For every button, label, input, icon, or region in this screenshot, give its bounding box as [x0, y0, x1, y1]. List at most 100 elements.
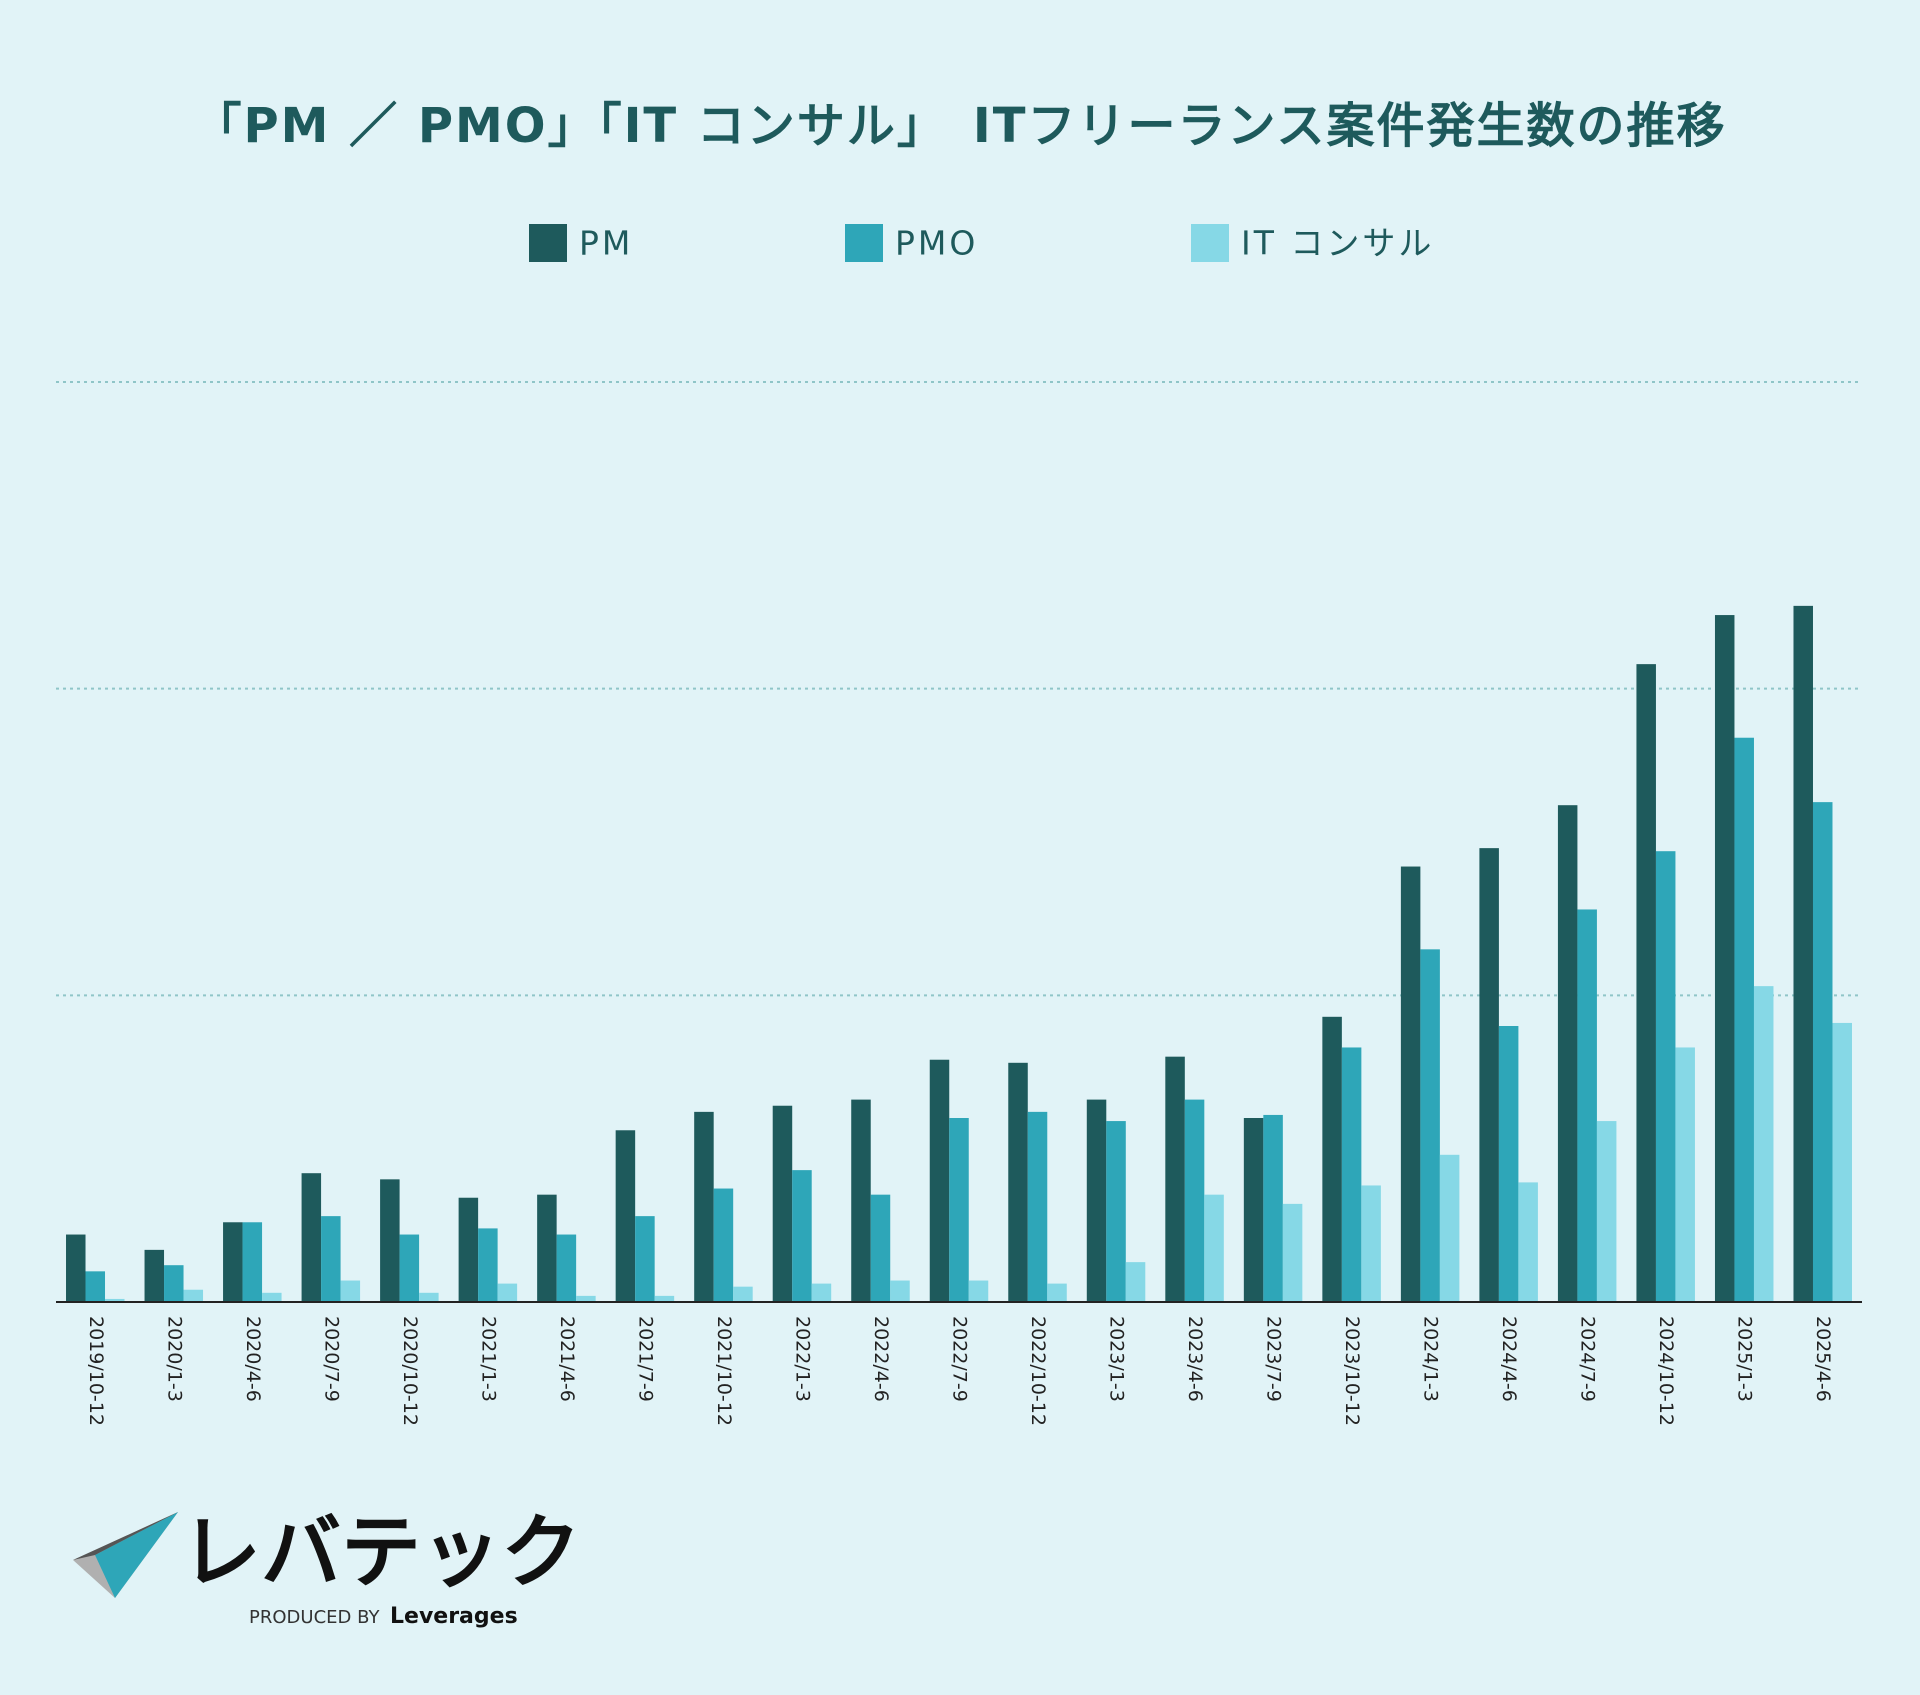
- x-tick-label: 2023/10-12: [1341, 1316, 1363, 1426]
- bar: [1498, 1026, 1519, 1302]
- bar: [85, 1271, 106, 1302]
- x-tick-label: 2023/1-3: [1106, 1316, 1128, 1402]
- x-tick-label: 2020/4-6: [242, 1316, 264, 1402]
- x-tick-label: 2022/4-6: [870, 1316, 892, 1402]
- bar: [1341, 1047, 1362, 1302]
- bar: [144, 1249, 165, 1302]
- x-tick-label: 2024/7-9: [1577, 1316, 1599, 1402]
- legend-swatch: [1191, 224, 1229, 262]
- bar: [1184, 1099, 1205, 1302]
- bar: [242, 1222, 263, 1302]
- bar: [1106, 1121, 1126, 1302]
- bar: [1165, 1056, 1185, 1302]
- bar: [968, 1280, 989, 1302]
- bar: [1557, 805, 1578, 1302]
- bar: [1282, 1203, 1303, 1302]
- legend-label: IT コンサル: [1241, 224, 1434, 263]
- bar: [223, 1222, 243, 1302]
- x-tick-label: 2021/10-12: [713, 1316, 735, 1426]
- legend-swatch: [529, 224, 567, 262]
- chart-title: 「PM ／ PMO」「IT コンサル」 ITフリーランス案件発生数の推移: [193, 98, 1726, 154]
- bar: [1086, 1099, 1107, 1302]
- logo-brand: Leverages: [390, 1604, 518, 1629]
- bar: [1243, 1118, 1264, 1302]
- bar: [1047, 1283, 1067, 1302]
- x-tick-label: 2022/1-3: [791, 1316, 813, 1402]
- bar: [1439, 1154, 1460, 1302]
- x-tick-label: 2024/10-12: [1655, 1316, 1677, 1426]
- bar: [105, 1298, 125, 1302]
- bar: [1027, 1111, 1048, 1302]
- bar: [1655, 851, 1676, 1302]
- bar: [792, 1170, 812, 1302]
- x-tick-label: 2020/1-3: [163, 1316, 185, 1402]
- bar: [851, 1099, 871, 1302]
- bar: [1400, 866, 1421, 1302]
- x-tick-label: 2022/7-9: [949, 1316, 971, 1402]
- legend-label: PM: [579, 224, 633, 263]
- bar: [419, 1292, 439, 1302]
- x-tick-label: 2025/4-6: [1812, 1316, 1834, 1402]
- bar: [713, 1188, 734, 1302]
- bar: [1361, 1185, 1381, 1302]
- logo-name: レバテック: [181, 1506, 581, 1599]
- logo-mark: [95, 1512, 178, 1598]
- bar: [1263, 1114, 1283, 1302]
- bar: [537, 1194, 557, 1302]
- bar: [1812, 802, 1833, 1302]
- logo: レバテック PRODUCED BY Leverages: [73, 1506, 581, 1629]
- x-tick-label: 2023/7-9: [1263, 1316, 1285, 1402]
- bar: [929, 1059, 950, 1302]
- x-tick-label: 2025/1-3: [1734, 1316, 1756, 1402]
- bar: [1420, 949, 1440, 1302]
- plot: 2019/10-12 2020/1-3 2020/4-6 2020/7-9 2020/1…: [56, 381, 1862, 1426]
- x-tick-label: 2021/4-6: [556, 1316, 578, 1402]
- x-tick-label: 2019/10-12: [85, 1316, 107, 1426]
- bar: [164, 1265, 184, 1302]
- x-tick-label: 2020/7-9: [320, 1316, 342, 1402]
- bar: [1479, 848, 1499, 1302]
- bar: [399, 1234, 420, 1302]
- bar: [1675, 1047, 1695, 1302]
- bar: [890, 1280, 910, 1302]
- bar: [1636, 664, 1656, 1302]
- legend-swatch: [845, 224, 883, 262]
- bar: [556, 1234, 577, 1302]
- legend: PM PMO IT コンサル: [529, 224, 1434, 263]
- bar: [1518, 1182, 1538, 1302]
- logo-mark: [73, 1512, 178, 1560]
- bar: [321, 1216, 341, 1302]
- x-tick-label: 2020/10-12: [399, 1316, 421, 1426]
- bar: [694, 1111, 714, 1302]
- bar: [301, 1173, 322, 1302]
- x-tick-label: 2024/1-3: [1420, 1316, 1442, 1402]
- bar: [1596, 1121, 1617, 1302]
- x-tick-label: 2022/10-12: [1027, 1316, 1049, 1426]
- bar: [1125, 1262, 1146, 1302]
- bar: [340, 1280, 361, 1302]
- bar: [1577, 909, 1597, 1302]
- bar: [1204, 1194, 1224, 1302]
- bar: [772, 1105, 793, 1302]
- x-tick-label: 2023/4-6: [1184, 1316, 1206, 1402]
- bar: [733, 1286, 753, 1302]
- bar: [478, 1228, 498, 1302]
- legend-label: PMO: [895, 224, 978, 263]
- bar: [66, 1234, 86, 1302]
- bar: [1714, 615, 1735, 1302]
- bar: [262, 1292, 282, 1302]
- bar: [870, 1194, 891, 1302]
- bar: [654, 1295, 675, 1302]
- bar: [811, 1283, 832, 1302]
- bar: [1734, 737, 1754, 1302]
- bar: [380, 1179, 400, 1302]
- bar: [1008, 1062, 1028, 1302]
- x-tick-label: 2021/1-3: [477, 1316, 499, 1402]
- bar: [949, 1118, 969, 1302]
- bar: [635, 1216, 655, 1302]
- bar: [576, 1295, 596, 1302]
- bar: [1322, 1016, 1342, 1302]
- x-tick-label: 2024/4-6: [1498, 1316, 1520, 1402]
